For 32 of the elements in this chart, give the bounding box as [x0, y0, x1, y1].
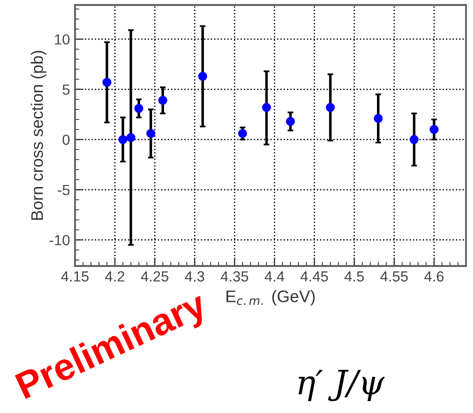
point: [118, 135, 128, 144]
y-tick-label: -5: [58, 184, 70, 196]
point: [374, 114, 383, 123]
point: [262, 102, 272, 112]
text: η′ J/ψ: [298, 370, 385, 402]
y-tick-label: 5: [62, 84, 70, 95]
point: [126, 132, 136, 142]
y-tick-label: 0: [62, 134, 70, 145]
x-tick-label: 4.4: [264, 271, 284, 282]
point: [158, 96, 168, 105]
x-tick-label: 4.35: [220, 271, 248, 282]
point: [134, 104, 144, 113]
point: [102, 78, 112, 87]
point: [146, 128, 156, 138]
x-tick-label: 4.55: [380, 271, 408, 282]
y-axis-title: Born cross section (pb): [30, 50, 46, 220]
y-tick-label: -10: [50, 235, 70, 246]
x-tick-label: 4.2: [105, 271, 124, 282]
x-tick-label: 4.5: [344, 271, 364, 282]
point: [286, 116, 295, 126]
point: [238, 128, 248, 138]
point: [430, 124, 439, 134]
y-tick-label: 10: [55, 34, 70, 45]
x-tick-label: 4.25: [140, 271, 168, 282]
x-axis-title: E$_{c.m.}$ (GeV): [226, 290, 315, 306]
point: [198, 72, 208, 81]
point: [410, 135, 419, 144]
x-tick-label: 4.3: [184, 271, 204, 282]
point: [326, 102, 335, 112]
x-tick-label: 4.6: [424, 271, 444, 282]
x-tick-label: 4.15: [61, 271, 89, 282]
x-tick-label: 4.45: [300, 271, 328, 282]
